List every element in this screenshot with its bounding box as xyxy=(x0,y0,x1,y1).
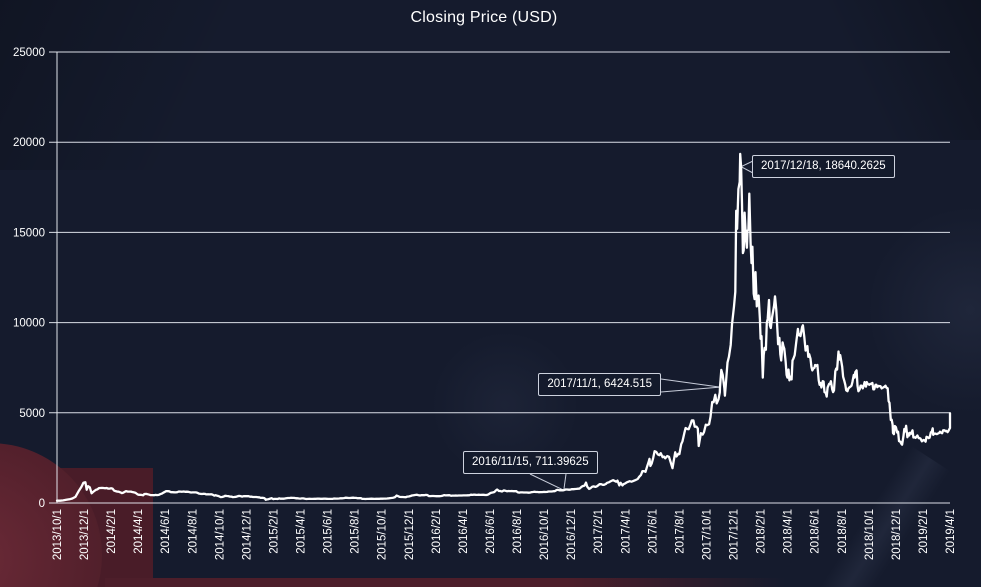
x-axis-label: 2018/6/1 xyxy=(810,509,822,554)
x-axis-label: 2015/12/1 xyxy=(404,509,416,560)
annotation-callout-line xyxy=(660,386,721,393)
x-axis-label: 2017/10/1 xyxy=(702,509,714,560)
y-axis-label: 10000 xyxy=(13,318,45,330)
x-axis-label: 2013/12/1 xyxy=(79,509,91,560)
y-axis-label: 0 xyxy=(39,498,45,510)
x-axis-label: 2014/10/1 xyxy=(214,509,226,560)
x-axis-label: 2017/12/1 xyxy=(729,509,741,560)
annotation-2016-11-15: 2016/11/15, 711.39625 xyxy=(463,451,598,475)
x-axis-label: 2014/4/1 xyxy=(133,509,145,554)
x-axis-label: 2015/10/1 xyxy=(377,509,389,560)
x-axis-label: 2018/12/1 xyxy=(891,509,903,560)
x-axis-label: 2015/8/1 xyxy=(350,509,362,554)
x-axis-label: 2018/2/1 xyxy=(756,509,768,554)
y-axis-label: 15000 xyxy=(13,227,45,239)
x-axis-label: 2014/2/1 xyxy=(106,509,118,554)
y-axis-label: 5000 xyxy=(19,408,45,420)
x-axis-label: 2016/4/1 xyxy=(458,509,470,554)
x-axis-label: 2013/10/1 xyxy=(52,509,64,560)
x-axis-label: 2019/4/1 xyxy=(945,509,957,554)
x-axis-label: 2014/8/1 xyxy=(187,509,199,554)
annotation-callout-line xyxy=(740,160,754,168)
x-axis-label: 2015/4/1 xyxy=(296,509,308,554)
y-axis-label: 20000 xyxy=(13,137,45,149)
annotation-2017-11-01: 2017/11/1, 6424.515 xyxy=(538,373,661,397)
x-axis-label: 2016/6/1 xyxy=(485,509,497,554)
x-axis-label: 2014/6/1 xyxy=(160,509,172,554)
x-axis-label: 2016/12/1 xyxy=(566,509,578,560)
annotation-callout-line xyxy=(563,473,567,491)
x-axis-label: 2016/8/1 xyxy=(512,509,524,554)
x-axis-label: 2016/2/1 xyxy=(431,509,443,554)
x-axis-label: 2017/8/1 xyxy=(674,509,686,554)
x-axis-label: 2018/8/1 xyxy=(837,509,849,554)
x-axis-label: 2017/4/1 xyxy=(620,509,632,554)
x-axis-label: 2017/6/1 xyxy=(647,509,659,554)
x-axis-label: 2018/4/1 xyxy=(783,509,795,554)
x-axis-label: 2015/2/1 xyxy=(269,509,281,554)
closing-price-line xyxy=(55,152,952,502)
annotation-callout-line xyxy=(529,473,565,491)
x-axis-label: 2015/6/1 xyxy=(323,509,335,554)
annotation-callout-line xyxy=(740,166,754,174)
x-axis-label: 2014/12/1 xyxy=(241,509,253,560)
annotation-peak-2017-12-18: 2017/12/18, 18640.2625 xyxy=(752,155,895,179)
x-axis-label: 2016/10/1 xyxy=(539,509,551,560)
x-axis-label: 2017/2/1 xyxy=(593,509,605,554)
x-axis-label: 2018/10/1 xyxy=(864,509,876,560)
annotation-callout-line xyxy=(660,378,721,388)
chart-title: Closing Price (USD) xyxy=(410,9,558,26)
y-axis-label: 25000 xyxy=(13,47,45,59)
x-axis-label: 2019/2/1 xyxy=(918,509,930,554)
